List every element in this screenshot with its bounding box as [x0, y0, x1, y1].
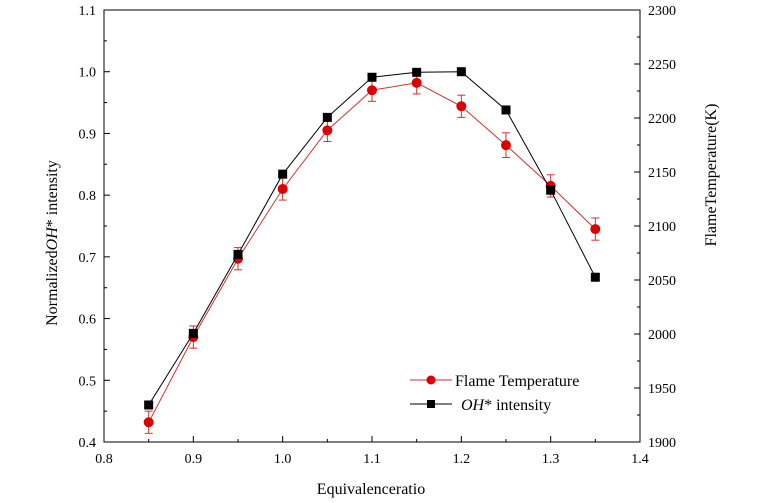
y-axis-left-title-suffix: * intensity [44, 160, 61, 227]
y-axis-left-title-prefix: Normalized [44, 250, 61, 326]
x-tick-label: 1.1 [363, 452, 381, 467]
x-tick-label: 0.9 [185, 452, 203, 467]
data-point-flame-temperature [501, 140, 511, 151]
data-point-oh-intensity [144, 400, 154, 410]
y-left-tick-label: 0.5 [79, 374, 97, 389]
x-axis-title: Equivalenceratio [317, 481, 425, 498]
data-point-oh-intensity [367, 72, 377, 82]
data-point-oh-intensity [456, 67, 466, 77]
data-point-flame-temperature [590, 224, 601, 235]
data-point-oh-intensity [546, 185, 556, 195]
series-line-oh-intensity [148, 71, 596, 406]
legend-marker-flame-temperature [426, 375, 436, 385]
y-right-tick-label: 2050 [648, 274, 676, 289]
data-point-flame-temperature [322, 125, 333, 136]
y-axis-left: 0.4 0.5 0.6 0.7 0.8 0.9 1.0 1.1 [79, 4, 110, 451]
data-point-oh-intensity [590, 272, 600, 282]
y-right-tick-label: 2150 [648, 166, 676, 181]
data-point-oh-intensity [188, 328, 198, 338]
y-left-tick-label: 0.4 [79, 436, 97, 451]
data-point-oh-intensity [412, 67, 422, 77]
y-left-tick-label: 0.7 [79, 251, 97, 266]
x-tick-label: 1.2 [453, 452, 471, 467]
series-layer [143, 67, 601, 434]
series-line-flame-temperature [148, 82, 596, 423]
data-point-flame-temperature [367, 85, 377, 96]
y-axis-left-title: NormalizedOH* intensity [44, 160, 61, 326]
y-right-tick-label: 2300 [648, 4, 676, 19]
data-point-oh-intensity [278, 169, 288, 179]
y-right-tick-label: 2100 [648, 220, 676, 235]
y-left-tick-label: 1.0 [79, 66, 97, 81]
data-point-flame-temperature [456, 101, 467, 112]
x-tick-label: 1.3 [542, 452, 560, 467]
data-point-oh-intensity [233, 249, 243, 259]
y-axis-right-title: FlameTemperature(K) [703, 104, 720, 247]
y-axis-left-title-species: OH [44, 226, 61, 251]
data-point-oh-intensity [501, 105, 511, 115]
legend-label-oh-species: OH [461, 397, 486, 414]
y-right-tick-label: 1950 [648, 382, 676, 397]
y-left-tick-label: 0.9 [79, 127, 97, 142]
x-axis: 0.8 0.9 1.0 1.1 1.2 1.3 1.4 [95, 436, 649, 467]
y-right-tick-label: 2250 [648, 58, 676, 73]
y-right-tick-label: 1900 [648, 436, 676, 451]
data-point-oh-intensity [322, 112, 332, 122]
legend-label-flame-temperature: Flame Temperature [455, 373, 579, 390]
x-tick-label: 1.4 [631, 452, 649, 467]
y-left-tick-label: 0.8 [79, 189, 97, 204]
x-tick-label: 1.0 [274, 452, 292, 467]
y-left-tick-label: 0.6 [79, 313, 97, 328]
legend: Flame Temperature OH* intensity [410, 373, 579, 414]
x-tick-label: 0.8 [95, 452, 113, 467]
legend-label-oh-suffix: * intensity [484, 397, 551, 414]
data-point-flame-temperature [277, 183, 288, 194]
y-right-tick-label: 2000 [648, 328, 676, 343]
data-point-flame-temperature [411, 77, 422, 88]
y-axis-right: 1900 1950 2000 2050 2100 2150 2200 2250 2300 [634, 4, 676, 451]
y-left-tick-label: 1.1 [79, 4, 97, 19]
y-right-tick-label: 2200 [648, 112, 676, 127]
data-point-flame-temperature [143, 417, 154, 428]
legend-marker-oh-intensity [427, 400, 435, 408]
legend-label-oh-intensity: OH* intensity [461, 397, 551, 414]
